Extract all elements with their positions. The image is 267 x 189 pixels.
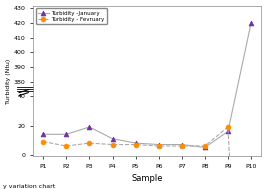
Line: Turbidity - Fevruary: Turbidity - Fevruary [41,125,253,189]
Turbidity - Fevruary [111,143,114,146]
Turbidity -January [134,142,137,144]
Turbidity - Fevruary [42,140,45,143]
Turbidity - Fevruary [65,145,68,147]
Line: Turbidity -January: Turbidity -January [41,21,253,150]
Y-axis label: Turbidity (Ntu): Turbidity (Ntu) [6,58,11,104]
Turbidity -January [249,22,253,24]
Turbidity - Fevruary [134,143,137,146]
Turbidity -January [226,130,230,132]
Legend: Turbidity -January, Turbidity - Fevruary: Turbidity -January, Turbidity - Fevruary [36,8,107,24]
Turbidity -January [157,143,160,146]
Turbidity - Fevruary [203,145,206,147]
Turbidity - Fevruary [226,126,230,128]
Turbidity -January [42,133,45,136]
Turbidity -January [88,126,91,128]
Turbidity -January [65,133,68,136]
Turbidity - Fevruary [157,145,160,147]
Turbidity -January [111,138,114,140]
Text: y variation chart: y variation chart [3,184,55,189]
Turbidity - Fevruary [88,142,91,144]
Turbidity -January [203,146,206,149]
Turbidity - Fevruary [180,145,183,147]
Turbidity -January [180,143,183,146]
X-axis label: Sample: Sample [131,174,163,184]
